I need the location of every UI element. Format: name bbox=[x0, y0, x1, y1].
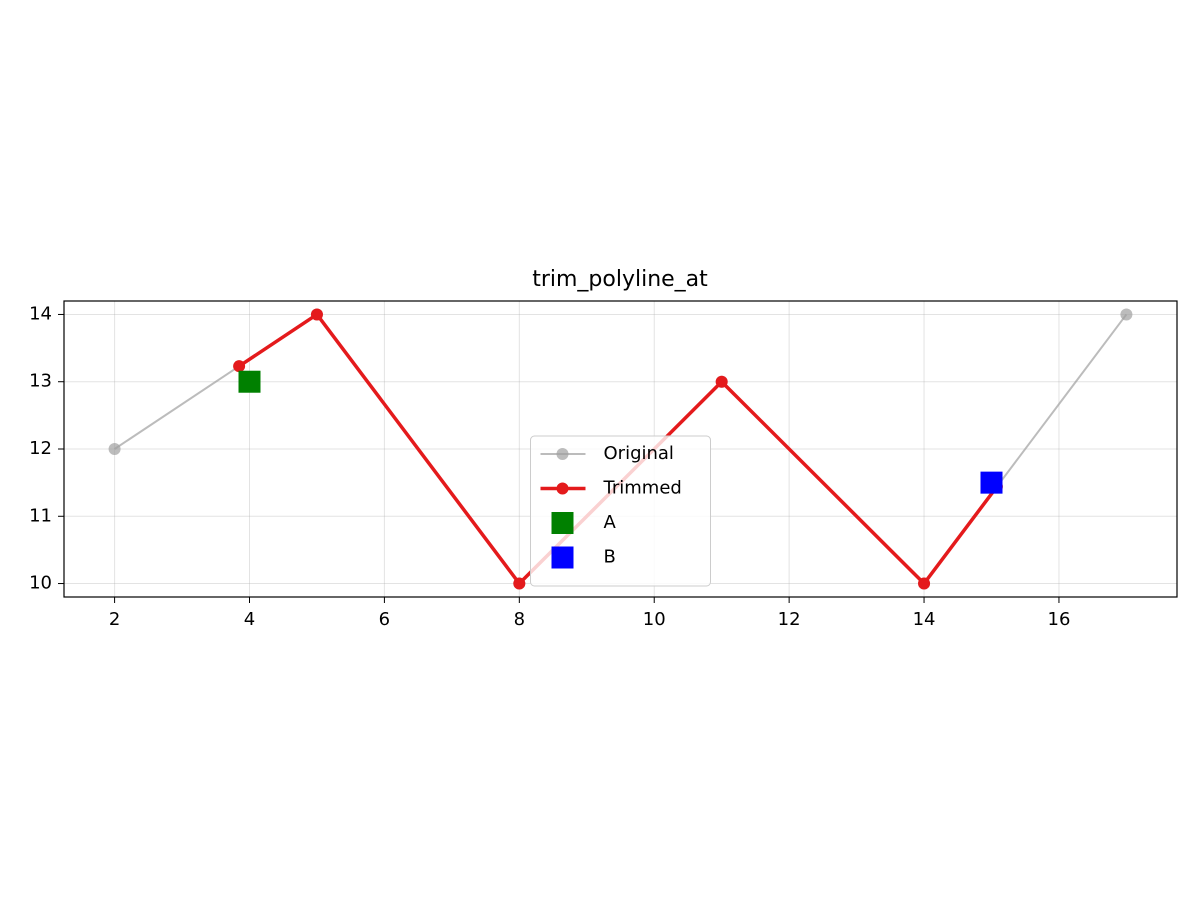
x-tick-label: 4 bbox=[244, 609, 255, 630]
legend-label: Original bbox=[604, 443, 674, 464]
marker bbox=[715, 375, 728, 388]
y-tick-label: 11 bbox=[29, 505, 52, 526]
marker bbox=[1120, 308, 1133, 321]
chart-title: trim_polyline_at bbox=[532, 267, 708, 292]
marker bbox=[233, 360, 246, 373]
legend-box bbox=[530, 435, 711, 587]
marker bbox=[108, 443, 121, 455]
y-tick-label: 12 bbox=[29, 438, 52, 459]
x-tick-label: 8 bbox=[514, 609, 525, 630]
x-tick-label: 6 bbox=[379, 609, 390, 630]
x-tick-label: 14 bbox=[913, 609, 936, 630]
legend-label: Trimmed bbox=[603, 478, 682, 499]
marker bbox=[310, 308, 323, 321]
x-tick-label: 16 bbox=[1048, 609, 1071, 630]
legend-label: B bbox=[604, 547, 616, 568]
legend-marker bbox=[556, 482, 569, 495]
marker bbox=[513, 577, 526, 590]
legend-marker bbox=[551, 512, 574, 534]
legend-marker bbox=[556, 448, 569, 460]
x-tick-label: 10 bbox=[643, 609, 666, 630]
y-tick-label: 14 bbox=[29, 303, 52, 324]
plot-frame bbox=[63, 300, 1178, 598]
marker bbox=[918, 577, 931, 590]
legend-marker bbox=[551, 546, 574, 569]
y-tick-label: 13 bbox=[29, 371, 52, 392]
legend-label: A bbox=[604, 512, 617, 533]
marker bbox=[980, 471, 1003, 494]
marker bbox=[238, 370, 261, 393]
x-tick-label: 12 bbox=[778, 609, 801, 630]
y-tick-label: 10 bbox=[29, 573, 52, 594]
x-tick-label: 2 bbox=[109, 609, 120, 630]
legend: Original Trimmed AB bbox=[530, 435, 711, 587]
